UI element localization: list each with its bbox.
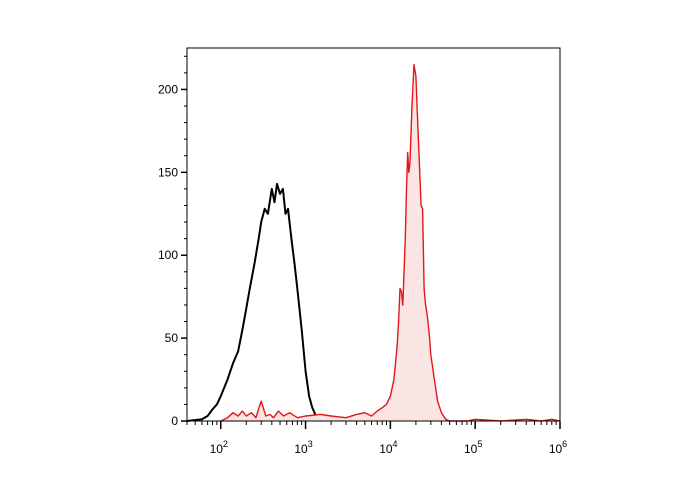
axis-layer: 0 50 100 150 200 102 103 104 105 106 xyxy=(158,55,567,456)
x-tick-label: 104 xyxy=(379,439,397,456)
y-tick-label: 150 xyxy=(158,165,178,179)
series-2-fill xyxy=(220,64,561,421)
series-1-line xyxy=(186,182,319,422)
x-tick-label: 106 xyxy=(549,439,567,456)
series-layer xyxy=(186,63,561,422)
x-tick-label: 105 xyxy=(464,439,482,456)
plot-frame xyxy=(186,47,561,422)
y-tick-label: 50 xyxy=(165,331,179,345)
y-tick-label: 100 xyxy=(158,248,178,262)
x-tick-label: 102 xyxy=(210,439,228,456)
y-tick-label: 0 xyxy=(171,414,178,428)
x-tick-label: 103 xyxy=(294,439,312,456)
y-tick-label: 200 xyxy=(158,82,178,96)
series-2-line xyxy=(220,63,561,422)
